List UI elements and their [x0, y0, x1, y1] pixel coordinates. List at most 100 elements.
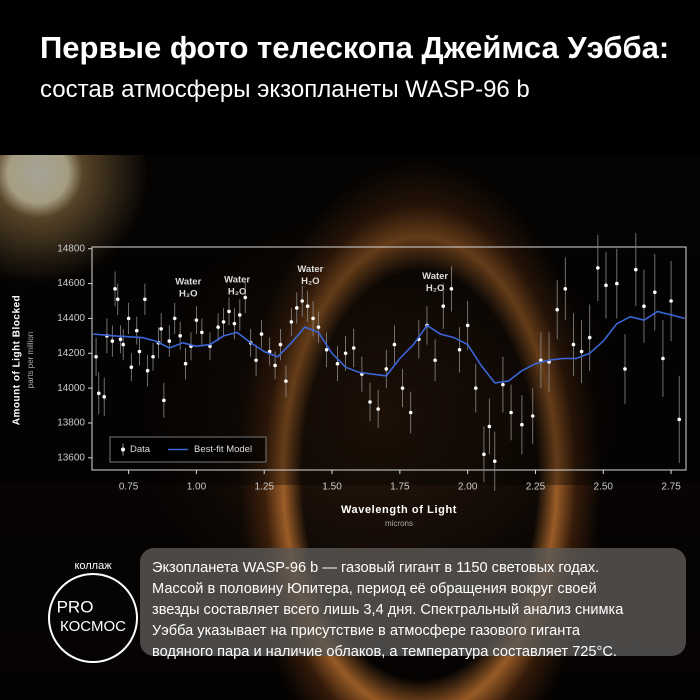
data-point	[110, 339, 115, 343]
data-point	[571, 342, 576, 347]
data-point	[563, 287, 568, 291]
x-tick-label: 2.75	[661, 482, 681, 493]
annotation: Water	[175, 276, 201, 287]
logo: коллаж PRO КОСМОС	[48, 560, 138, 663]
data-point	[172, 316, 177, 321]
logo-ring	[48, 573, 138, 663]
data-point	[300, 299, 305, 303]
data-point	[316, 325, 321, 329]
chart-backdrop	[0, 155, 700, 485]
data-point	[305, 304, 310, 309]
data-point	[118, 337, 123, 342]
x-tick-label: 1.00	[187, 482, 207, 493]
data-point	[677, 417, 682, 422]
data-point	[351, 346, 356, 350]
data-point	[530, 414, 535, 418]
data-point	[145, 368, 150, 373]
data-point	[587, 335, 592, 340]
y-tick-label: 14600	[57, 278, 85, 289]
data-point	[194, 318, 199, 322]
data-point	[96, 391, 101, 396]
data-point	[221, 320, 226, 324]
data-point	[623, 367, 627, 371]
data-point	[368, 400, 372, 404]
caption-line: водяного пара и наличие облаков, а темпе…	[152, 644, 617, 660]
chart: Wavelength of Light microns Amount of Li…	[0, 155, 700, 529]
y-axis-unit: parts per million	[26, 332, 35, 388]
legend-swatch	[121, 447, 125, 452]
data-point	[183, 361, 188, 366]
data-point	[126, 316, 131, 321]
y-tick-label: 13600	[57, 452, 85, 463]
data-point	[254, 358, 258, 363]
caption-line: Экзопланета WASP-96 b — газовый гигант в…	[152, 560, 600, 576]
x-axis-unit: microns	[385, 519, 413, 528]
x-tick-label: 2.50	[594, 482, 614, 493]
x-tick-label: 2.00	[458, 482, 478, 493]
data-point	[324, 347, 329, 352]
data-point	[273, 363, 277, 368]
title: Первые фото телескопа Джеймса Уэбба:	[40, 30, 670, 65]
logo-line2: КОСМОС	[60, 618, 126, 635]
data-point	[284, 379, 288, 383]
data-point	[94, 354, 98, 359]
data-point	[159, 327, 163, 331]
caption: Экзопланета WASP-96 b — газовый гигант в…	[140, 548, 686, 660]
y-tick-label: 14400	[57, 313, 85, 324]
data-point	[243, 295, 248, 300]
data-point	[143, 297, 147, 302]
data-point	[487, 424, 492, 429]
subtitle: состав атмосферы экзопланеты WASP-96 b	[40, 76, 530, 103]
data-point	[167, 339, 172, 343]
x-tick-label: 1.75	[390, 482, 410, 493]
data-point	[129, 365, 134, 370]
data-point	[465, 323, 470, 328]
data-point	[311, 316, 315, 321]
data-point	[259, 332, 264, 336]
model-line	[93, 310, 685, 384]
data-point	[178, 334, 182, 338]
caption-line: звезды составляет всего лишь 3,4 дня. Сп…	[152, 602, 624, 618]
logo-line1: PRO	[57, 597, 94, 616]
data-point	[604, 283, 608, 288]
data-point	[615, 281, 619, 286]
data-point	[121, 342, 125, 347]
data-point	[289, 320, 294, 324]
y-tick-label: 14200	[57, 348, 85, 359]
annotation: Water	[224, 275, 250, 286]
data-point	[555, 307, 559, 312]
annotation-sub: H₂O	[301, 276, 319, 287]
data-point	[457, 347, 462, 352]
annotation: Water	[422, 271, 448, 282]
data-point	[200, 330, 204, 335]
data-point	[596, 266, 600, 270]
data-point	[115, 297, 120, 302]
data-point	[278, 342, 283, 347]
annotation-sub: H₂O	[426, 283, 444, 294]
data-point	[642, 304, 646, 309]
data-point	[408, 410, 413, 415]
data-point	[492, 459, 497, 464]
data-point	[134, 328, 139, 333]
data-point	[113, 287, 117, 291]
data-point	[102, 395, 107, 399]
data-point	[634, 267, 638, 272]
caption-line: Уэбба указывает на присутствие в атмосфе…	[152, 623, 580, 639]
data-point	[216, 325, 220, 329]
data-point	[433, 358, 437, 363]
data-point	[482, 452, 486, 457]
data-point	[520, 422, 524, 427]
y-axis-label: Amount of Light Blocked	[12, 295, 23, 425]
annotation-sub: H₂O	[228, 287, 246, 298]
data-point	[376, 407, 380, 411]
y-tick-label: 13800	[57, 418, 85, 429]
data-point	[579, 349, 584, 354]
annotation: Water	[297, 264, 323, 275]
data-point	[653, 290, 657, 295]
data-point	[669, 299, 673, 303]
y-tick-label: 14000	[57, 383, 85, 394]
data-point	[509, 410, 513, 415]
x-axis-label: Wavelength of Light	[341, 504, 457, 516]
data-point	[335, 361, 340, 366]
